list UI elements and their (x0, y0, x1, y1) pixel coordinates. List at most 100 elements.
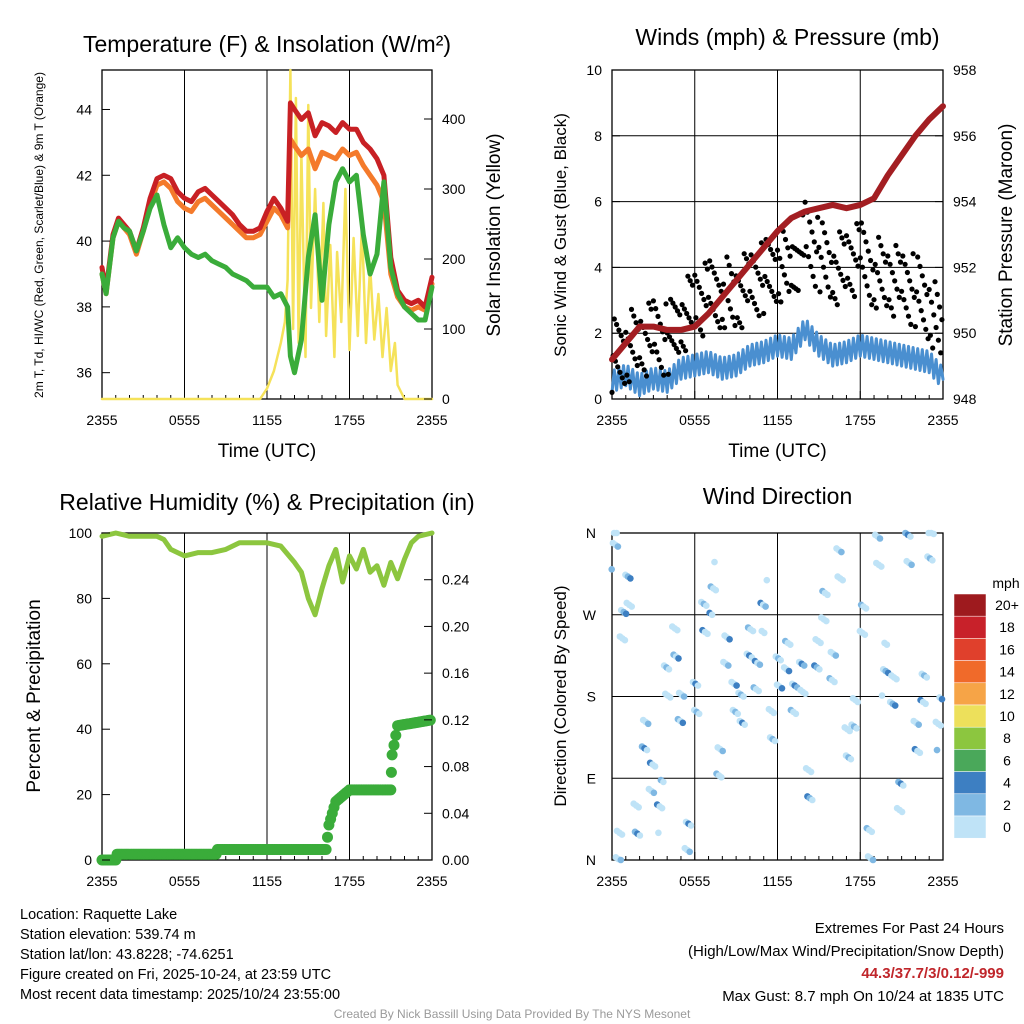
direction-point (800, 662, 808, 669)
gust-point (837, 229, 843, 235)
gust-point (869, 302, 875, 308)
gust-point (703, 303, 709, 309)
gust-point (653, 306, 659, 312)
gust-point (839, 235, 845, 241)
gust-point (758, 240, 765, 246)
colorbar-label: 20+ (995, 597, 1019, 613)
direction-point (891, 702, 899, 709)
colorbar-swatch (953, 682, 987, 706)
max-gust: Max Gust: 8.7 mph On 10/24 at 1835 UTC (722, 987, 1004, 1005)
gust-point (630, 349, 636, 355)
y-right-tick-label: 0.20 (442, 618, 469, 634)
gust-point (764, 278, 770, 285)
gust-point (865, 248, 871, 254)
gust-point (615, 364, 621, 370)
direction-point (708, 611, 716, 619)
gust-point (934, 291, 940, 297)
gust-point (727, 306, 734, 312)
gust-point (787, 253, 793, 259)
figure-created: Figure created on Fri, 2025-10-24, at 23… (20, 967, 332, 983)
gust-point (685, 273, 691, 279)
gust-point (818, 254, 824, 260)
y-tick-label: 80 (76, 590, 92, 606)
direction-point (613, 529, 620, 537)
gust-point (827, 294, 834, 300)
gust-point (646, 300, 652, 306)
y-tick-label: 60 (76, 656, 92, 672)
gust-point (812, 283, 819, 289)
gust-point (863, 239, 869, 245)
y-right-tick-label: 954 (953, 194, 977, 210)
gust-point (645, 336, 651, 343)
chart-title: Winds (mph) & Pressure (mb) (635, 24, 939, 50)
gust-point (627, 343, 634, 349)
gust-point (770, 251, 776, 257)
gust-point (681, 306, 688, 312)
gust-point (661, 372, 667, 378)
direction-point (762, 603, 769, 610)
gust-point (907, 278, 913, 284)
gust-point (647, 343, 653, 349)
extremes-values: 44.3/37.7/3/0.12/-999 (861, 965, 1004, 982)
gust-point (656, 357, 662, 363)
gust-point (669, 338, 675, 344)
gust-point (935, 337, 942, 343)
gust-point (649, 349, 655, 355)
direction-point (916, 749, 924, 757)
y-tick-label: E (587, 770, 596, 786)
gust-point (885, 253, 891, 259)
gust-point (916, 298, 922, 304)
y-tick-label: N (586, 525, 596, 541)
gust-point (677, 312, 683, 318)
gust-point (808, 263, 814, 270)
direction-point (621, 636, 629, 644)
x-tick-label: 2355 (927, 412, 958, 428)
gust-point (745, 298, 751, 304)
x-tick-label: 1155 (762, 412, 792, 428)
gust-point (817, 289, 823, 295)
gust-point (692, 272, 698, 278)
y-tick-label: N (586, 852, 596, 868)
gust-point (694, 278, 700, 284)
gust-point (822, 230, 828, 236)
direction-point (787, 641, 794, 648)
gust-point (684, 310, 690, 317)
gust-point (739, 325, 745, 331)
gust-point (617, 369, 623, 375)
gust-point (803, 244, 809, 250)
direction-point (674, 626, 681, 634)
direction-point (614, 543, 622, 550)
y-right-tick-label: 948 (953, 391, 977, 407)
gust-point (619, 375, 625, 381)
gust-point (886, 297, 892, 303)
gust-point (842, 283, 848, 290)
gust-point (825, 284, 831, 290)
gust-point (927, 332, 934, 338)
humidity-line (99, 530, 435, 618)
colorbar-label: 6 (1003, 752, 1011, 768)
gust-point (841, 241, 847, 247)
colorbar-label: 4 (1003, 775, 1011, 791)
gust-point (611, 316, 617, 322)
colorbar-swatch (953, 615, 987, 639)
gust-point (716, 282, 722, 288)
direction-point (868, 828, 876, 836)
gust-point (614, 321, 620, 328)
direction-point (824, 591, 831, 599)
gust-point (889, 270, 896, 276)
gust-point (715, 319, 721, 325)
direction-point (756, 661, 764, 668)
gust-point (926, 286, 932, 293)
gust-point (724, 254, 730, 260)
colorbar-swatch (953, 726, 987, 750)
gust-point (864, 283, 870, 289)
gust-point (756, 313, 762, 319)
extremes-box: Extremes For Past 24 Hours (High/Low/Max… (688, 918, 1004, 1008)
gust-point (809, 229, 815, 235)
gust-point (651, 341, 658, 347)
x-axis-label: Time (UTC) (218, 441, 317, 462)
gust-point (878, 243, 884, 249)
gust-point (917, 263, 923, 269)
y-right-tick-label: 300 (442, 181, 466, 197)
gust-point (679, 302, 685, 308)
